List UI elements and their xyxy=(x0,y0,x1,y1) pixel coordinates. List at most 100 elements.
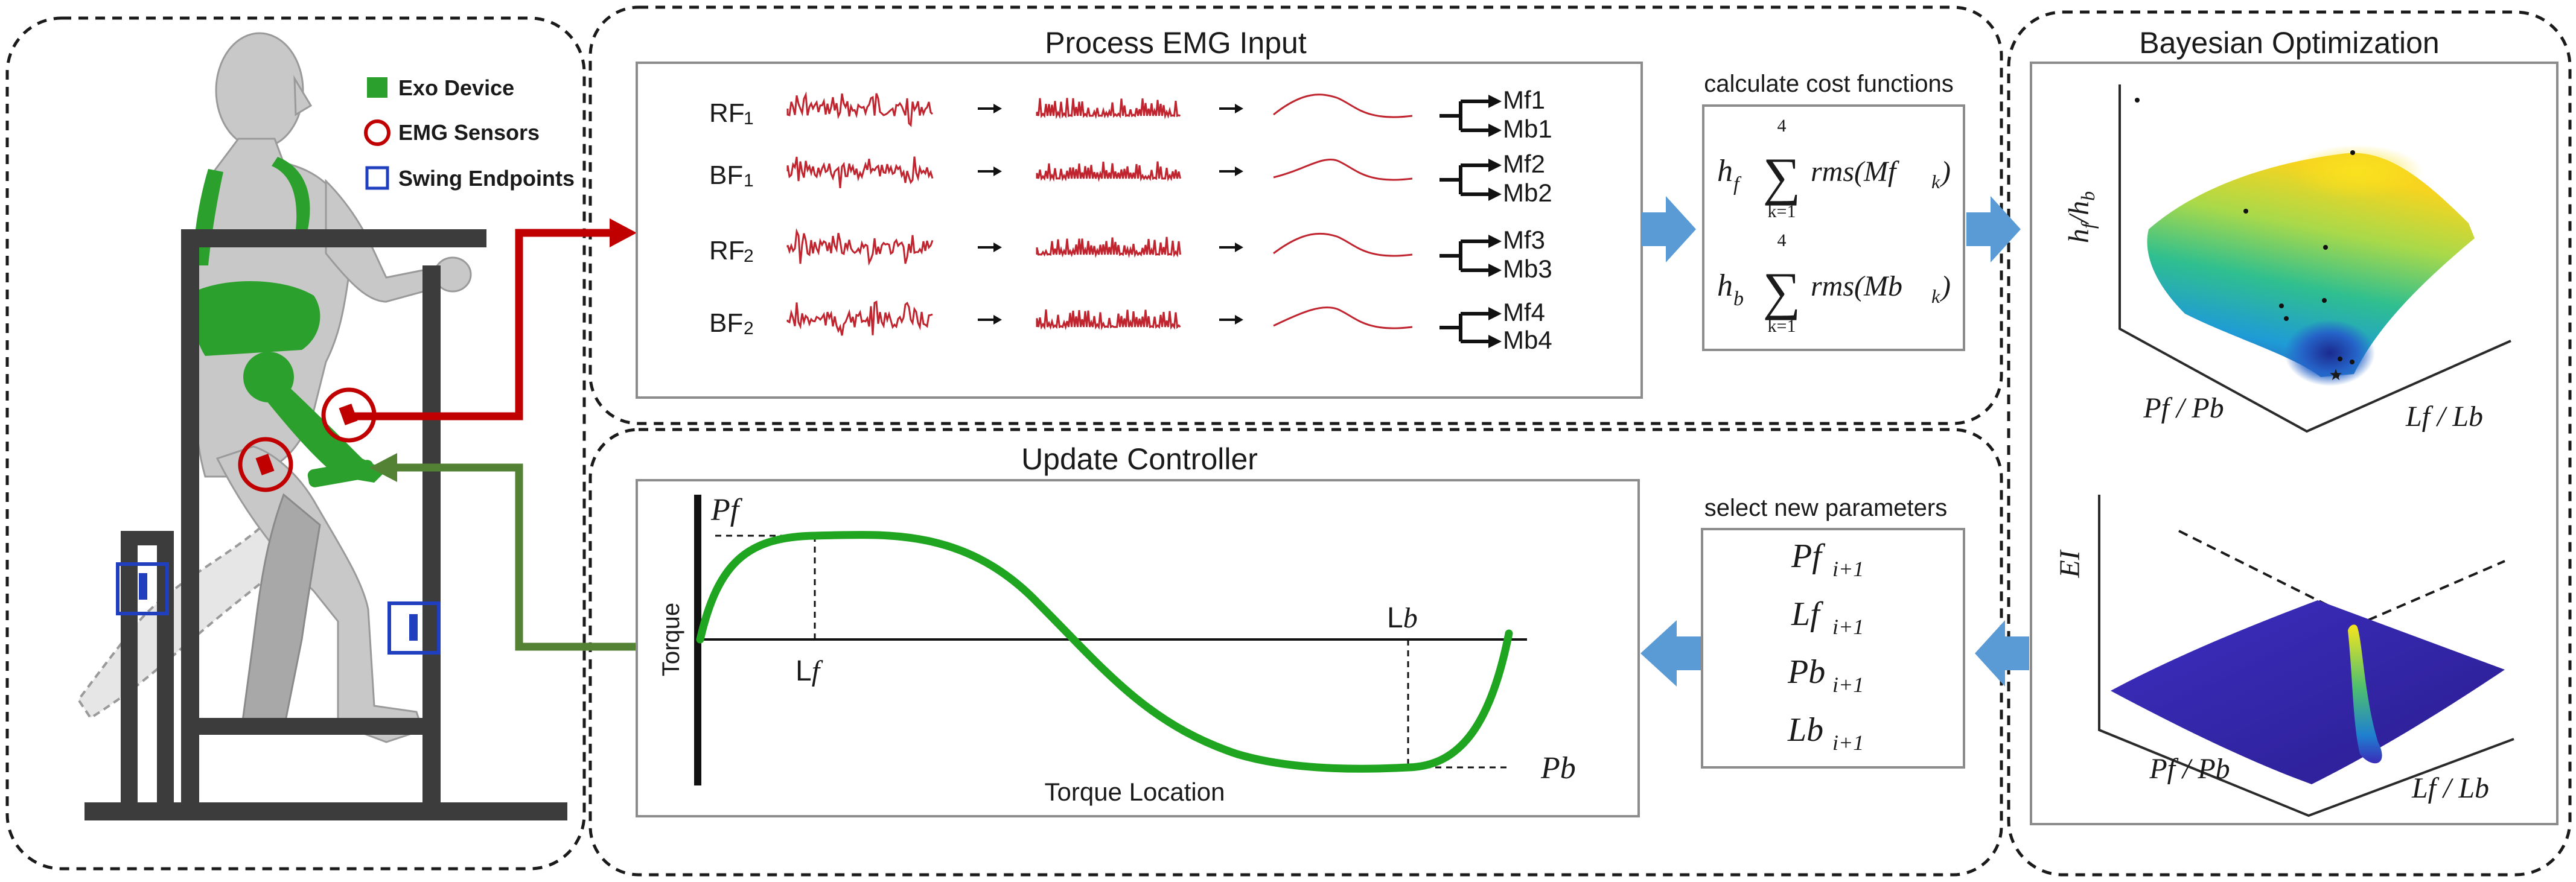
emg-step-arrow-head xyxy=(993,243,1002,252)
emg-flow-arrow xyxy=(350,218,637,420)
ei-surface xyxy=(2111,600,2505,784)
lf-label: Lf xyxy=(795,655,823,687)
emg-row-3-envelope xyxy=(1273,232,1413,257)
sample-point xyxy=(2279,303,2284,308)
svg-text:Pb: Pb xyxy=(1787,653,1825,691)
params-box xyxy=(1701,528,1965,769)
cost-h-front: h xyxy=(1717,154,1733,188)
param-lb: Lb i+1 xyxy=(1787,711,1864,755)
svg-text:Lb: Lb xyxy=(1787,711,1823,749)
emg-row-3-muscle: RF xyxy=(709,236,745,265)
ei-surface-plot: EI Pf / Pb Lf / Lb xyxy=(2054,495,2514,817)
update-title: Update Controller xyxy=(1021,442,1258,476)
torque-profile-curve xyxy=(696,531,1513,773)
emg-row-4-sub: 2 xyxy=(744,319,754,338)
sample-point xyxy=(2338,357,2342,361)
emg-row-4-output-f: Mf4 xyxy=(1503,298,1545,326)
cost-equation-front: h f 4 ∑ k=1 rms(Mf k ) xyxy=(1717,116,1951,221)
cost-term-front-close: ) xyxy=(1939,156,1951,188)
emg-row-4-rectified-signal xyxy=(1036,309,1181,331)
pb-label: Pb xyxy=(1540,751,1576,785)
emg-row-1-output-b: Mb1 xyxy=(1503,115,1552,143)
emg-row-1-envelope xyxy=(1273,94,1413,118)
cost-term-back-sub: k xyxy=(1931,285,1940,307)
svg-text:Pf: Pf xyxy=(1791,538,1826,575)
sample-point xyxy=(2284,316,2289,321)
legend-swing-label: Swing Endpoints xyxy=(398,166,575,191)
sample-point xyxy=(2243,209,2248,214)
emg-row-2-output-f: Mf2 xyxy=(1503,150,1545,178)
cost-axis-p: Pf / Pb xyxy=(2143,392,2224,424)
emg-fork-arrow-head xyxy=(1488,335,1502,348)
cost-term-front: rms(Mf xyxy=(1811,156,1899,188)
cost-sum-back-upper: 4 xyxy=(1777,230,1787,250)
emg-step-arrows xyxy=(978,104,1243,325)
ei-peak xyxy=(2348,624,2382,764)
ei-axis-p: Pf / Pb xyxy=(2149,753,2230,785)
legend-exo-label: Exo Device xyxy=(398,75,514,100)
bayes-frame xyxy=(2007,10,2572,877)
emg-step-arrow-head xyxy=(1235,104,1243,113)
svg-text:EI: EI xyxy=(2054,549,2086,578)
param-pb: Pb i+1 xyxy=(1787,653,1864,697)
emg-row-2-muscle: BF xyxy=(709,160,743,190)
sample-point xyxy=(2350,150,2355,155)
emg-output-forks xyxy=(1439,95,1502,348)
emg-row-3: RF 2 Mf3 Mb3 xyxy=(709,226,1552,283)
svg-text:i+1: i+1 xyxy=(1832,673,1864,697)
emg-fork-arrow-head xyxy=(1488,235,1502,248)
process-emg-title: Process EMG Input xyxy=(1045,26,1307,60)
block-arrow-to-bayes xyxy=(1966,196,2021,262)
emg-row-2-sub: 1 xyxy=(744,171,754,191)
emg-fork-arrow-head xyxy=(1488,159,1502,172)
update-controller-frame xyxy=(588,428,2003,877)
legend-emg-swatch xyxy=(364,119,391,146)
emg-row-2-rectified-signal xyxy=(1036,161,1181,182)
emg-fork-arrow-head xyxy=(1488,124,1502,137)
emg-step-arrow-head xyxy=(1235,167,1243,176)
legend: Exo Device EMG Sensors Swing Endpoints xyxy=(364,75,575,191)
controller-flow-arrow xyxy=(369,453,640,651)
lb-label: Lb xyxy=(1387,602,1418,634)
sample-point xyxy=(2335,373,2339,378)
emg-fork-lines xyxy=(1439,312,1491,343)
param-pf: Pf i+1 xyxy=(1791,538,1864,581)
cost-caption: calculate cost functions xyxy=(1704,71,1954,97)
swing-endpoint-front xyxy=(387,601,441,655)
emg-row-3-output-f: Mf3 xyxy=(1503,226,1545,254)
emg-fork-lines xyxy=(1439,100,1491,132)
cost-term-front-sub: k xyxy=(1931,171,1940,192)
cost-sum-front-lower: k=1 xyxy=(1768,201,1796,221)
emg-row-3-raw-signal xyxy=(786,228,934,266)
ei-zlabel: EI xyxy=(2054,549,2086,578)
emg-sensor-back xyxy=(238,437,293,492)
left-panel-frame xyxy=(5,16,586,871)
cost-term-back-close: ) xyxy=(1939,270,1951,302)
sample-point xyxy=(2323,245,2328,250)
legend-swing-swatch xyxy=(365,166,389,190)
cost-box xyxy=(1702,104,1965,351)
cost-surface-dip xyxy=(2284,320,2375,386)
block-arrow-to-cost xyxy=(1642,196,1696,262)
torque-plot: Pf Lf Lb Pb Torque Torque Location xyxy=(658,493,1576,806)
cost-zlabel: hf/hb xyxy=(2063,191,2099,243)
sample-point xyxy=(2322,298,2327,303)
emg-row-3-sub: 2 xyxy=(744,246,754,266)
legend-exo-swatch xyxy=(367,77,387,98)
sample-point xyxy=(2350,360,2354,364)
emg-row-3-rectified-signal xyxy=(1036,236,1181,258)
treadmill-frame xyxy=(84,229,567,820)
svg-text:Lf: Lf xyxy=(1791,595,1824,633)
cost-surface-plot: ★ hf/hb Pf / Pb Lf / Lb xyxy=(2063,84,2511,433)
emg-row-1-rectified-signal xyxy=(1036,98,1181,119)
pf-label: Pf xyxy=(710,493,743,527)
cost-surface-axes xyxy=(2119,84,2511,433)
svg-text:i+1: i+1 xyxy=(1832,557,1864,581)
cost-min-marker: ★ xyxy=(2329,366,2342,384)
ei-axes xyxy=(2098,495,2514,817)
cost-sum-back-lower: k=1 xyxy=(1768,316,1796,336)
emg-fork-arrow-head xyxy=(1488,95,1502,108)
emg-fork-arrow-head xyxy=(1488,188,1502,201)
